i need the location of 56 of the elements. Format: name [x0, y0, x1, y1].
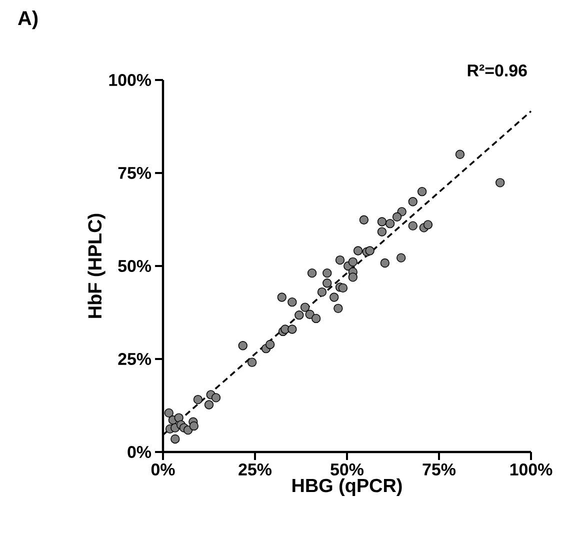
point [417, 187, 427, 196]
point [423, 220, 433, 230]
point [455, 150, 465, 159]
point [164, 408, 174, 418]
point [174, 413, 184, 422]
point [335, 255, 345, 265]
point [348, 272, 358, 282]
point [204, 400, 214, 410]
point [496, 178, 505, 188]
point [377, 217, 387, 226]
y-tick-label: 25% [118, 353, 152, 365]
y-tick-label: 75% [118, 167, 152, 179]
x-axis-title: HBG (qPCR) [292, 478, 402, 496]
point [348, 257, 358, 266]
point [307, 268, 317, 278]
point [288, 324, 297, 334]
point [380, 258, 390, 268]
x-tick-label: 50% [330, 463, 364, 476]
x-tick-label: 100% [510, 463, 552, 476]
point [300, 302, 310, 312]
y-axis-title: HbF (HPLC) [88, 214, 106, 318]
y-tick-label: 0% [128, 446, 152, 458]
point [193, 394, 203, 404]
point [247, 358, 257, 367]
point [353, 246, 363, 256]
point [211, 393, 221, 402]
point [392, 212, 402, 222]
point [183, 425, 193, 435]
point [317, 287, 327, 297]
point [330, 292, 339, 302]
text: R²=0.96 [468, 64, 527, 76]
x-tick-label: 0% [151, 463, 175, 476]
point [266, 340, 275, 350]
point [334, 304, 343, 313]
point [359, 215, 369, 224]
point [322, 278, 332, 288]
point [312, 314, 321, 324]
point [377, 227, 387, 236]
point [238, 341, 248, 350]
point [189, 421, 198, 431]
y-tick-label: 50% [118, 260, 152, 272]
chart-title: A) [18, 10, 38, 30]
point [408, 221, 418, 230]
x-tick-label: 25% [238, 463, 272, 476]
point [288, 298, 297, 307]
point [385, 219, 395, 228]
x-tick-label: 75% [422, 463, 456, 476]
point [294, 310, 304, 320]
point [408, 197, 418, 206]
point [396, 253, 406, 262]
y-tick-label: 100% [109, 74, 152, 86]
point [170, 434, 180, 444]
point [322, 268, 332, 278]
point [277, 292, 286, 302]
point [365, 246, 374, 256]
point [338, 283, 348, 293]
